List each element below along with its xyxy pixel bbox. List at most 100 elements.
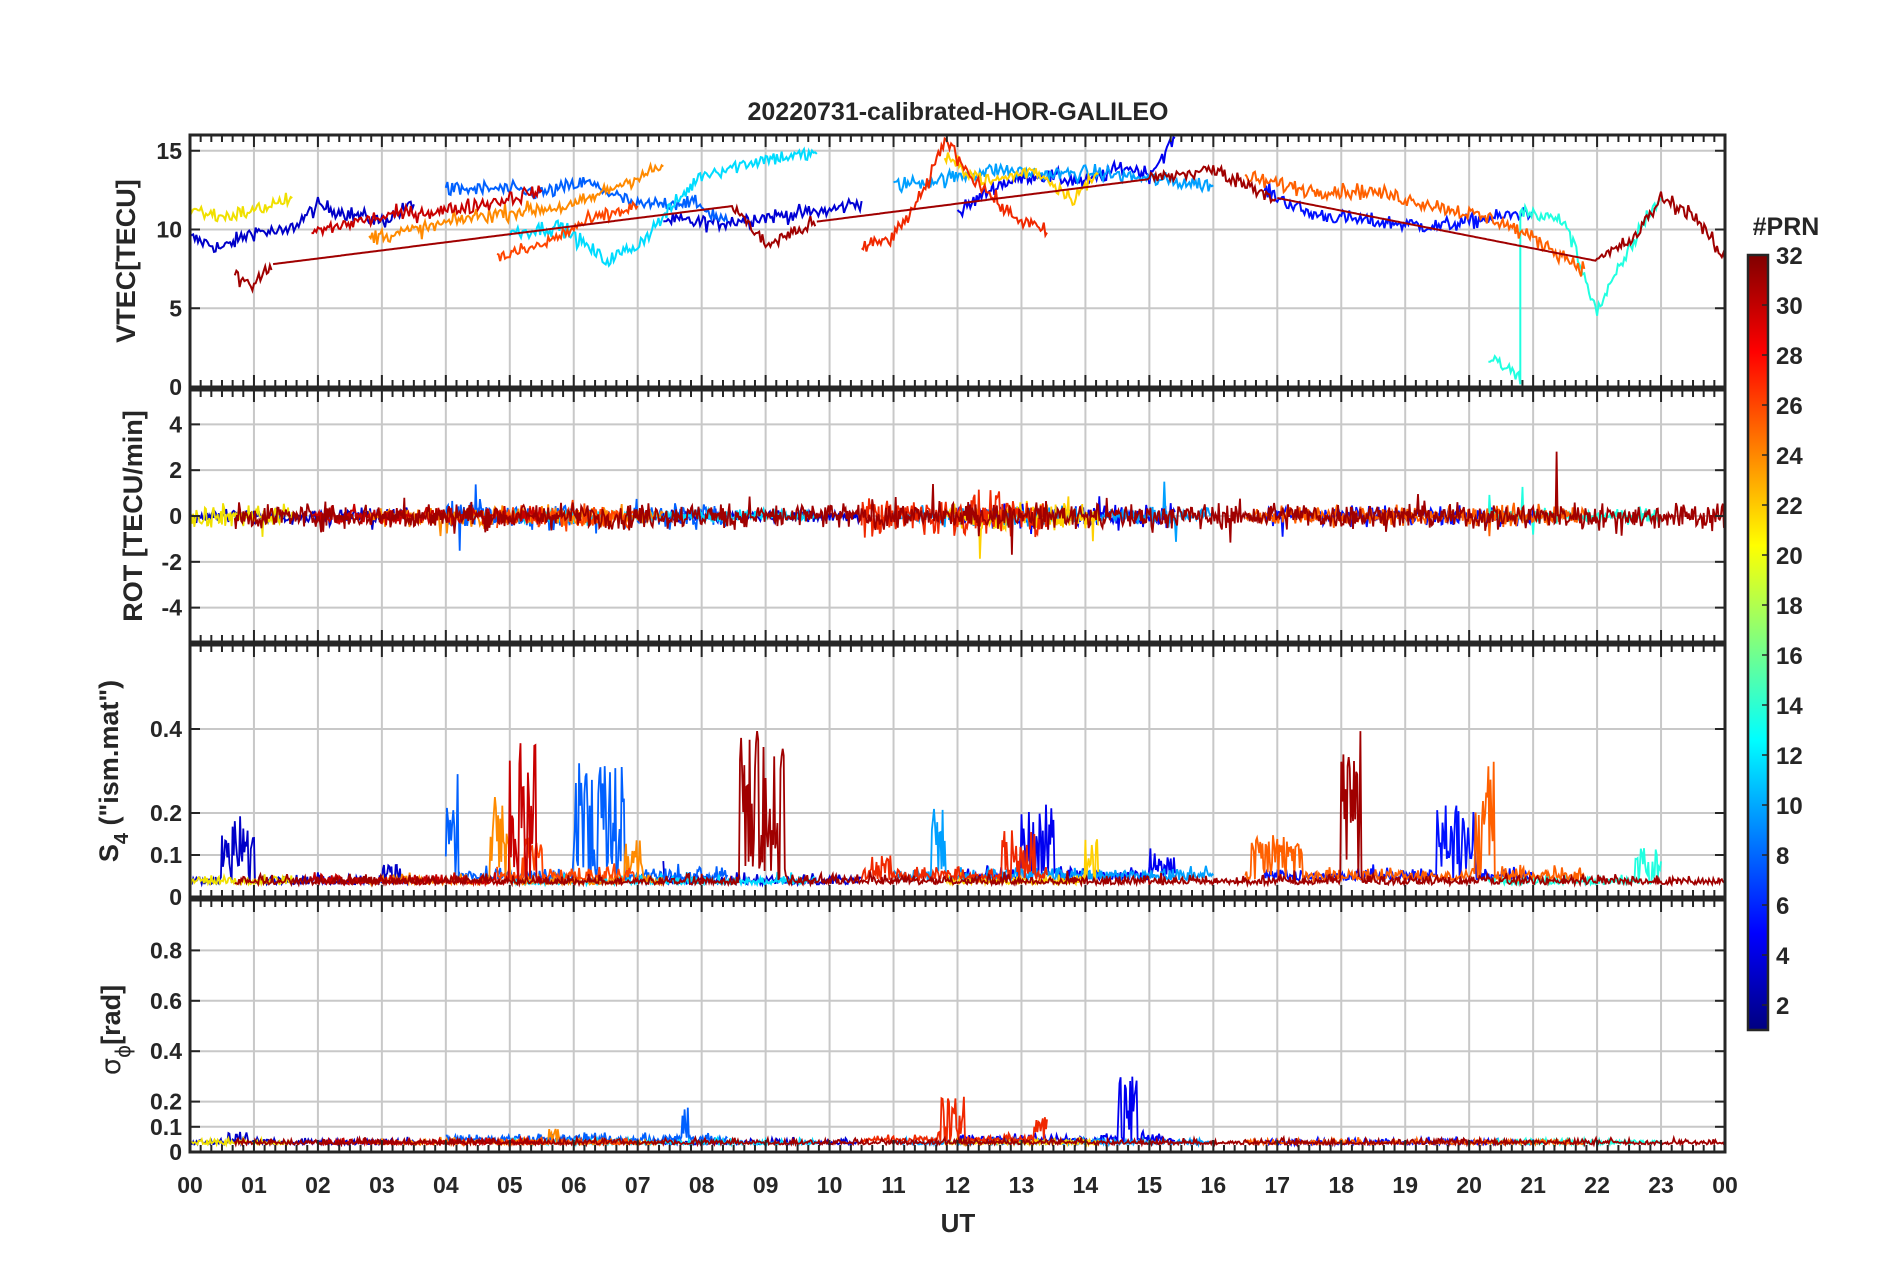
colorbar-bar <box>1746 253 1770 1032</box>
x-tick-label: 00 <box>1712 1172 1738 1198</box>
y-tick-label: 0 <box>169 503 182 529</box>
rot-line-prn-27 <box>860 489 1048 538</box>
sigma-line-prn-31 <box>233 1134 1725 1148</box>
y-tick-label: 0.2 <box>150 1089 182 1115</box>
colorbar-tick-label: 30 <box>1776 293 1803 320</box>
y-tick-label: -4 <box>162 595 183 621</box>
ylabel-rot: ROT [TECU/min] <box>118 410 148 621</box>
y-tick-label: 0.4 <box>150 716 182 742</box>
y-tick-label: 15 <box>156 138 182 164</box>
y-tick-label: 5 <box>169 295 182 321</box>
vtec-line-prn-7 <box>444 176 729 223</box>
vtec-line-prn-29 <box>311 185 543 238</box>
vtec-line-prn-5 <box>1263 182 1534 234</box>
y-tick-label: 0 <box>169 374 182 400</box>
x-tick-label: 14 <box>1073 1172 1099 1198</box>
series-s4 <box>190 730 1725 888</box>
panel-sigma: 00.10.2 0.4 0.6 0.8 σϕ[rad] <box>96 898 1727 1165</box>
y-tick-label: 0 <box>169 884 182 910</box>
series-rot <box>190 451 1725 559</box>
s4-line-prn-4 <box>957 804 1176 883</box>
colorbar-tick-label: 20 <box>1776 543 1803 570</box>
x-tick-label: 03 <box>369 1172 395 1198</box>
y-tick-label: 0.4 <box>150 1038 182 1064</box>
sigma-line-prn-7 <box>445 1107 728 1145</box>
panel-rot: -4 -2 0 2 4 ROT [TECU/min] <box>118 388 1727 644</box>
colorbar-tick-label: 2 <box>1776 993 1789 1020</box>
vtec-line-prn-26 <box>496 200 639 262</box>
panel-vtec: 0 5 10 15 VTEC[TECU] <box>111 133 1727 400</box>
x-tick-label: 06 <box>561 1172 587 1198</box>
y-tick-label: -2 <box>162 549 182 575</box>
x-tick-label: 16 <box>1201 1172 1227 1198</box>
ticks-rot: -4 -2 0 2 4 <box>162 390 1726 642</box>
ylabel-s4-main: S <box>94 844 124 862</box>
colorbar-tick-label: 6 <box>1776 893 1789 920</box>
x-tick-label: 11 <box>881 1172 906 1198</box>
rot-line-prn-31 <box>233 451 1725 555</box>
ylabel-vtec: VTEC[TECU] <box>111 179 141 343</box>
x-tick-label: 08 <box>689 1172 715 1198</box>
ylabel-sigma-sub: ϕ <box>111 1045 135 1058</box>
s4-line-prn-27 <box>860 830 1048 884</box>
x-tick-label: 23 <box>1648 1172 1674 1198</box>
colorbar-tick-label: 26 <box>1776 393 1803 420</box>
x-tick-labels: 00 01 02 03 04 05 06 07 08 09 10 11 12 13 14 15 16 17 18 19… <box>177 1172 1738 1198</box>
ylabel-sigma-main: σ <box>96 1058 127 1075</box>
ticks-s4: 0 0.1 0.2 0.4 <box>150 645 1726 910</box>
x-tick-label: 15 <box>1137 1172 1163 1198</box>
colorbar-tick-label: 12 <box>1776 743 1803 770</box>
colorbar-tick-label: 22 <box>1776 493 1803 520</box>
colorbar-tick-label: 28 <box>1776 343 1803 370</box>
colorbar-tick-label: 8 <box>1776 843 1789 870</box>
x-tick-label: 17 <box>1264 1172 1290 1198</box>
y-tick-label: 0.2 <box>150 800 182 826</box>
colorbar-tick-label: 14 <box>1776 693 1803 720</box>
series-sigma <box>190 1076 1725 1148</box>
y-tick-label: 0.8 <box>150 937 182 963</box>
colorbar-tick-label: 4 <box>1776 943 1790 970</box>
vtec-line-prn-3 <box>663 196 863 234</box>
vtec-line-prn-21 <box>943 152 1099 207</box>
panel-s4: 0 0.1 0.2 0.4 S4 ("ism.mat") <box>94 643 1727 910</box>
colorbar-tick-label: 16 <box>1776 643 1803 670</box>
ylabel-s4-rest: ("ism.mat") <box>94 680 124 833</box>
vtec-line-prn-25 <box>1244 170 1586 277</box>
x-tick-label: 12 <box>945 1172 971 1198</box>
vtec-line-prn-31 <box>233 163 1725 294</box>
grid-sigma <box>190 900 1725 1153</box>
ylabel-s4-sub: 4 <box>111 832 133 844</box>
y-tick-label: 0.1 <box>150 842 182 868</box>
x-tick-label: 00 <box>177 1172 203 1198</box>
y-tick-label: 10 <box>156 217 182 243</box>
vtec-line-prn-23 <box>368 161 664 245</box>
vtec-line-prn-20 <box>190 192 293 223</box>
vtec-line-prn-4 <box>956 135 1176 219</box>
x-tick-label: 13 <box>1009 1172 1035 1198</box>
s4-line-prn-7 <box>444 763 729 884</box>
ylabel-sigma-rest: [rad] <box>96 985 126 1045</box>
x-tick-label: 01 <box>241 1172 267 1198</box>
sigma-line-prn-27 <box>860 1096 1048 1145</box>
series-vtec <box>190 135 1725 385</box>
x-tick-label: 02 <box>305 1172 331 1198</box>
ticks-sigma: 00.10.2 0.4 0.6 0.8 <box>150 900 1726 1165</box>
vtec-line-prn-12 <box>1488 197 1662 385</box>
sigma-line-prn-4 <box>957 1076 1176 1145</box>
y-tick-label: 2 <box>169 457 182 483</box>
y-tick-label: 0 <box>169 1139 182 1165</box>
x-tick-label: 07 <box>625 1172 651 1198</box>
x-tick-label: 22 <box>1584 1172 1610 1198</box>
x-tick-label: 19 <box>1392 1172 1418 1198</box>
x-tick-label: 18 <box>1328 1172 1354 1198</box>
x-tick-label: 20 <box>1456 1172 1482 1198</box>
ticks-vtec: 0 5 10 15 <box>156 135 1726 400</box>
colorbar-tick-label: 24 <box>1776 443 1803 470</box>
x-tick-label: 04 <box>433 1172 459 1198</box>
s4-line-prn-20 <box>190 872 294 888</box>
chart-title: 20220731-calibrated-HOR-GALILEO <box>748 98 1169 126</box>
y-tick-label: 0.6 <box>150 988 182 1014</box>
x-tick-label: 05 <box>497 1172 523 1198</box>
s4-line-prn-31 <box>234 730 1725 888</box>
